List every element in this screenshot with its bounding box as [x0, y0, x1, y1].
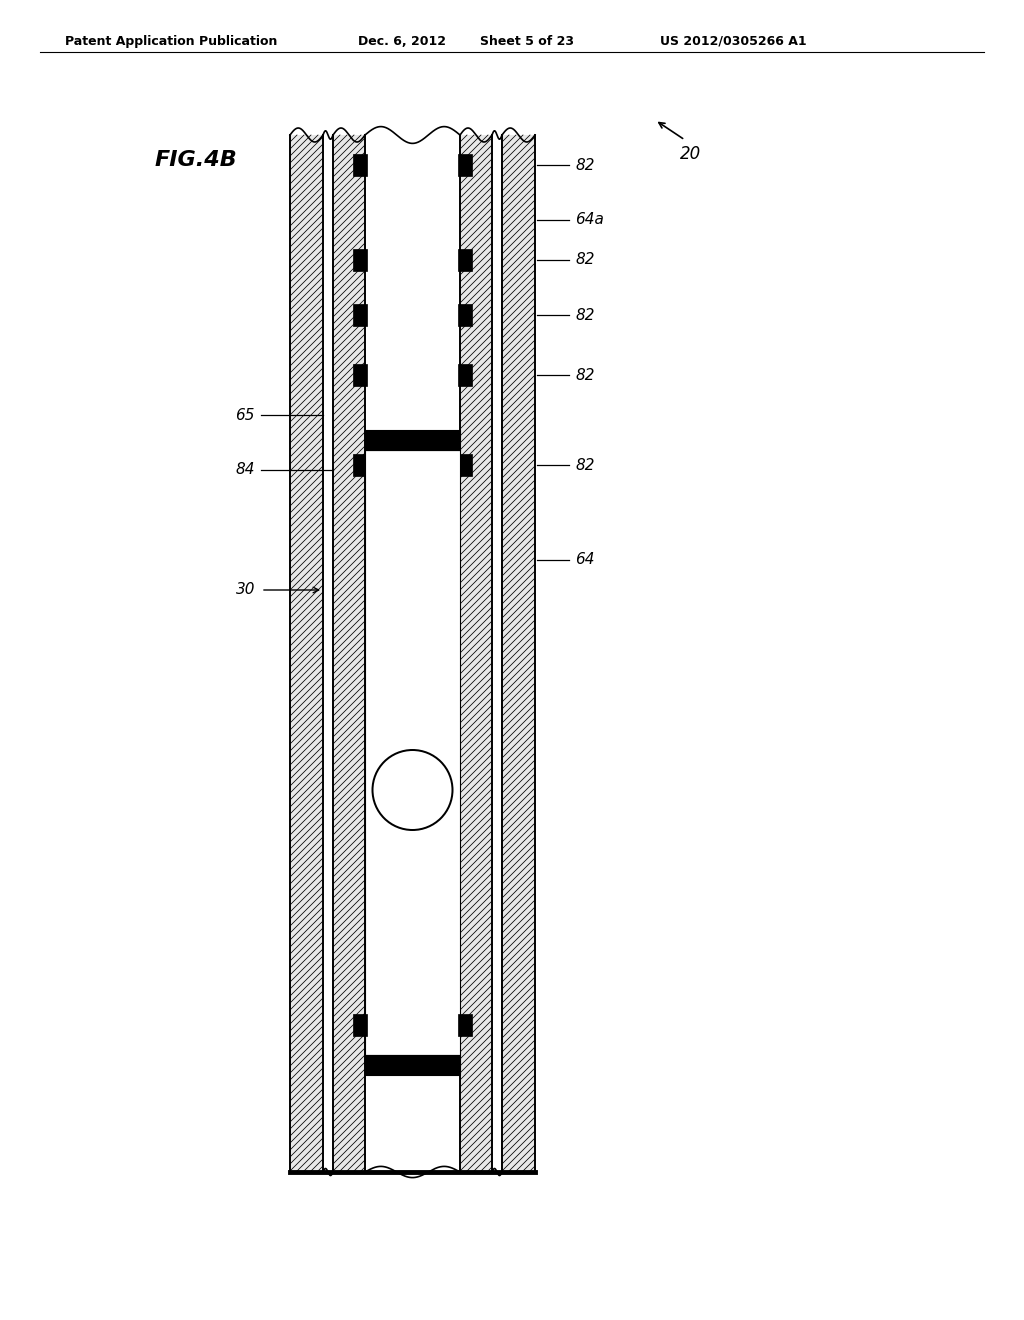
- Text: 20: 20: [680, 145, 701, 162]
- Text: Sheet 5 of 23: Sheet 5 of 23: [480, 36, 574, 48]
- Bar: [323, 135, 333, 1172]
- Bar: [353, 1014, 367, 1036]
- Bar: [365, 1055, 460, 1074]
- Text: 30: 30: [236, 582, 255, 598]
- Bar: [458, 1014, 472, 1036]
- Text: 82: 82: [575, 157, 595, 173]
- Text: US 2012/0305266 A1: US 2012/0305266 A1: [660, 36, 807, 48]
- Text: 65: 65: [236, 408, 255, 422]
- Text: 64a: 64a: [575, 213, 604, 227]
- Bar: [458, 249, 472, 271]
- Text: Patent Application Publication: Patent Application Publication: [65, 36, 278, 48]
- Ellipse shape: [373, 750, 453, 830]
- Bar: [353, 154, 367, 176]
- Text: 88: 88: [400, 510, 420, 525]
- Text: 82: 82: [575, 458, 595, 473]
- Bar: [458, 154, 472, 176]
- Bar: [502, 135, 535, 1172]
- Text: 82: 82: [575, 308, 595, 322]
- Bar: [458, 304, 472, 326]
- Bar: [492, 135, 502, 1172]
- Bar: [460, 135, 492, 1172]
- Bar: [333, 135, 365, 1172]
- Text: 82: 82: [575, 367, 595, 383]
- Bar: [353, 304, 367, 326]
- Bar: [353, 454, 367, 477]
- Text: FIG.4B: FIG.4B: [155, 150, 238, 170]
- Bar: [353, 249, 367, 271]
- Bar: [458, 364, 472, 385]
- Text: 82: 82: [575, 252, 595, 268]
- Bar: [365, 450, 460, 1055]
- Text: Dec. 6, 2012: Dec. 6, 2012: [358, 36, 446, 48]
- Bar: [365, 135, 460, 1172]
- Text: 84: 84: [236, 462, 255, 478]
- Bar: [290, 135, 323, 1172]
- Bar: [458, 454, 472, 477]
- Bar: [365, 430, 460, 450]
- Text: 64: 64: [575, 553, 595, 568]
- Bar: [353, 364, 367, 385]
